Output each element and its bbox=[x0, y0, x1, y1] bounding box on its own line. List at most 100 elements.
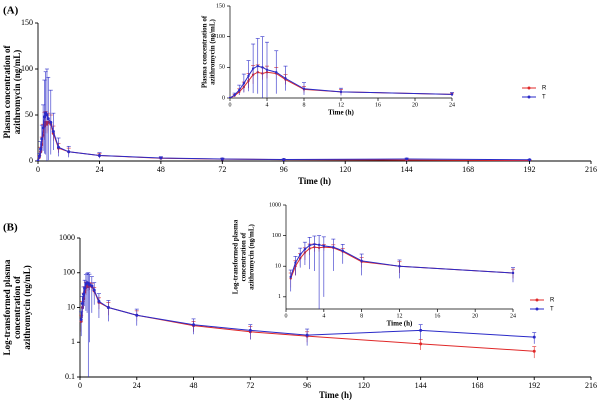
x-tick-label: 120 bbox=[339, 165, 351, 174]
data-point bbox=[405, 157, 409, 161]
x-axis-label: Time (h) bbox=[328, 109, 354, 117]
y-tick-label: 150 bbox=[216, 3, 225, 9]
data-point bbox=[135, 313, 139, 317]
x-tick-label: 24 bbox=[95, 165, 103, 174]
y-tick-label: 10 bbox=[67, 302, 75, 311]
data-point bbox=[79, 318, 83, 322]
data-point bbox=[233, 93, 236, 97]
data-point bbox=[298, 253, 302, 256]
x-tick-label: 72 bbox=[246, 381, 254, 390]
y-tick-label: 1 bbox=[71, 337, 75, 346]
data-point bbox=[37, 154, 41, 158]
data-point bbox=[192, 323, 196, 327]
data-point bbox=[220, 157, 224, 161]
y-axis-label: azithromycin (ng/mL) bbox=[12, 50, 22, 135]
data-point bbox=[97, 299, 101, 303]
y-tick-label: 50 bbox=[25, 110, 33, 119]
x-tick-label: 48 bbox=[190, 381, 198, 390]
data-point bbox=[284, 77, 287, 80]
data-point bbox=[450, 93, 454, 96]
y-tick-label: 1000 bbox=[269, 202, 281, 208]
data-point bbox=[36, 159, 40, 161]
legend-marker bbox=[535, 298, 539, 302]
x-tick-label: 0 bbox=[78, 381, 82, 390]
data-point bbox=[83, 286, 87, 290]
y-tick-label: 50 bbox=[219, 65, 225, 71]
series-line bbox=[37, 112, 530, 161]
y-tick-label: 0 bbox=[29, 156, 33, 165]
x-tick-label: 4 bbox=[322, 313, 325, 319]
y-tick-label: 1 bbox=[278, 294, 281, 300]
y-axis-label: azithromycin (ng/mL) bbox=[248, 223, 256, 289]
x-tick-label: 4 bbox=[266, 102, 269, 108]
data-point bbox=[289, 275, 292, 279]
series-line bbox=[37, 121, 530, 161]
data-point bbox=[419, 328, 423, 332]
y-axis-label: Log-transformed plasma bbox=[2, 259, 12, 355]
data-point bbox=[303, 247, 307, 251]
data-point bbox=[159, 156, 163, 160]
y-tick-label: 0.1 bbox=[65, 372, 75, 381]
x-tick-label: 0 bbox=[36, 165, 40, 174]
y-axis-label: concentration of bbox=[240, 232, 248, 281]
data-point bbox=[49, 120, 53, 124]
legend-label: R bbox=[550, 298, 555, 304]
plot-area bbox=[36, 68, 532, 161]
data-point bbox=[39, 147, 43, 151]
y-tick-label: 1000 bbox=[59, 233, 75, 242]
data-point bbox=[41, 126, 45, 130]
y-axis-label: Log-transformed plasma bbox=[232, 219, 240, 294]
data-point bbox=[332, 245, 335, 249]
x-tick-label: 216 bbox=[585, 165, 597, 174]
data-point bbox=[256, 64, 259, 68]
data-point bbox=[228, 96, 232, 98]
data-point bbox=[56, 145, 60, 149]
x-tick-label: 16 bbox=[375, 102, 381, 108]
data-point bbox=[45, 113, 49, 117]
data-point bbox=[80, 302, 84, 306]
y-tick-label: 100 bbox=[63, 268, 75, 277]
data-point bbox=[398, 265, 401, 268]
x-tick-label: 72 bbox=[218, 165, 226, 174]
data-point bbox=[275, 71, 278, 74]
legend-label: T bbox=[550, 307, 554, 313]
y-tick-label: 100 bbox=[272, 233, 281, 239]
x-tick-label: 20 bbox=[472, 313, 478, 319]
legend-marker bbox=[535, 307, 539, 311]
x-tick-label: 0 bbox=[229, 102, 232, 108]
data-point bbox=[294, 261, 297, 264]
x-tick-label: 168 bbox=[462, 165, 474, 174]
data-point bbox=[419, 342, 423, 346]
y-tick-label: 0 bbox=[222, 95, 225, 101]
legend-label: R bbox=[542, 86, 547, 92]
data-point bbox=[42, 115, 46, 119]
x-tick-label: 0 bbox=[285, 313, 288, 319]
x-tick-label: 144 bbox=[401, 165, 413, 174]
data-point bbox=[302, 87, 306, 91]
x-tick-label: 16 bbox=[434, 313, 440, 319]
data-point bbox=[528, 158, 532, 161]
data-point bbox=[251, 67, 255, 70]
data-point bbox=[248, 328, 252, 332]
x-tick-label: 20 bbox=[412, 102, 418, 108]
x-tick-label: 96 bbox=[303, 381, 311, 390]
y-tick-label: 150 bbox=[21, 18, 33, 27]
y-axis-label: azithromycin (ng/mL) bbox=[22, 265, 32, 350]
x-tick-label: 24 bbox=[510, 313, 516, 319]
plot-area bbox=[228, 36, 454, 98]
legend-label: T bbox=[542, 95, 546, 101]
x-tick-label: 192 bbox=[524, 165, 536, 174]
data-point bbox=[532, 335, 536, 339]
x-tick-label: 12 bbox=[397, 313, 403, 319]
y-axis-label: azithromycin (ng/mL) bbox=[209, 18, 217, 84]
data-point bbox=[238, 88, 241, 92]
series-line bbox=[229, 65, 453, 98]
data-point bbox=[67, 150, 71, 154]
y-tick-label: 10 bbox=[275, 264, 281, 270]
data-point bbox=[90, 284, 94, 288]
data-point bbox=[265, 68, 269, 71]
data-point bbox=[305, 333, 309, 337]
x-tick-label: 8 bbox=[303, 102, 306, 108]
y-axis-label: concentration of bbox=[12, 275, 22, 339]
